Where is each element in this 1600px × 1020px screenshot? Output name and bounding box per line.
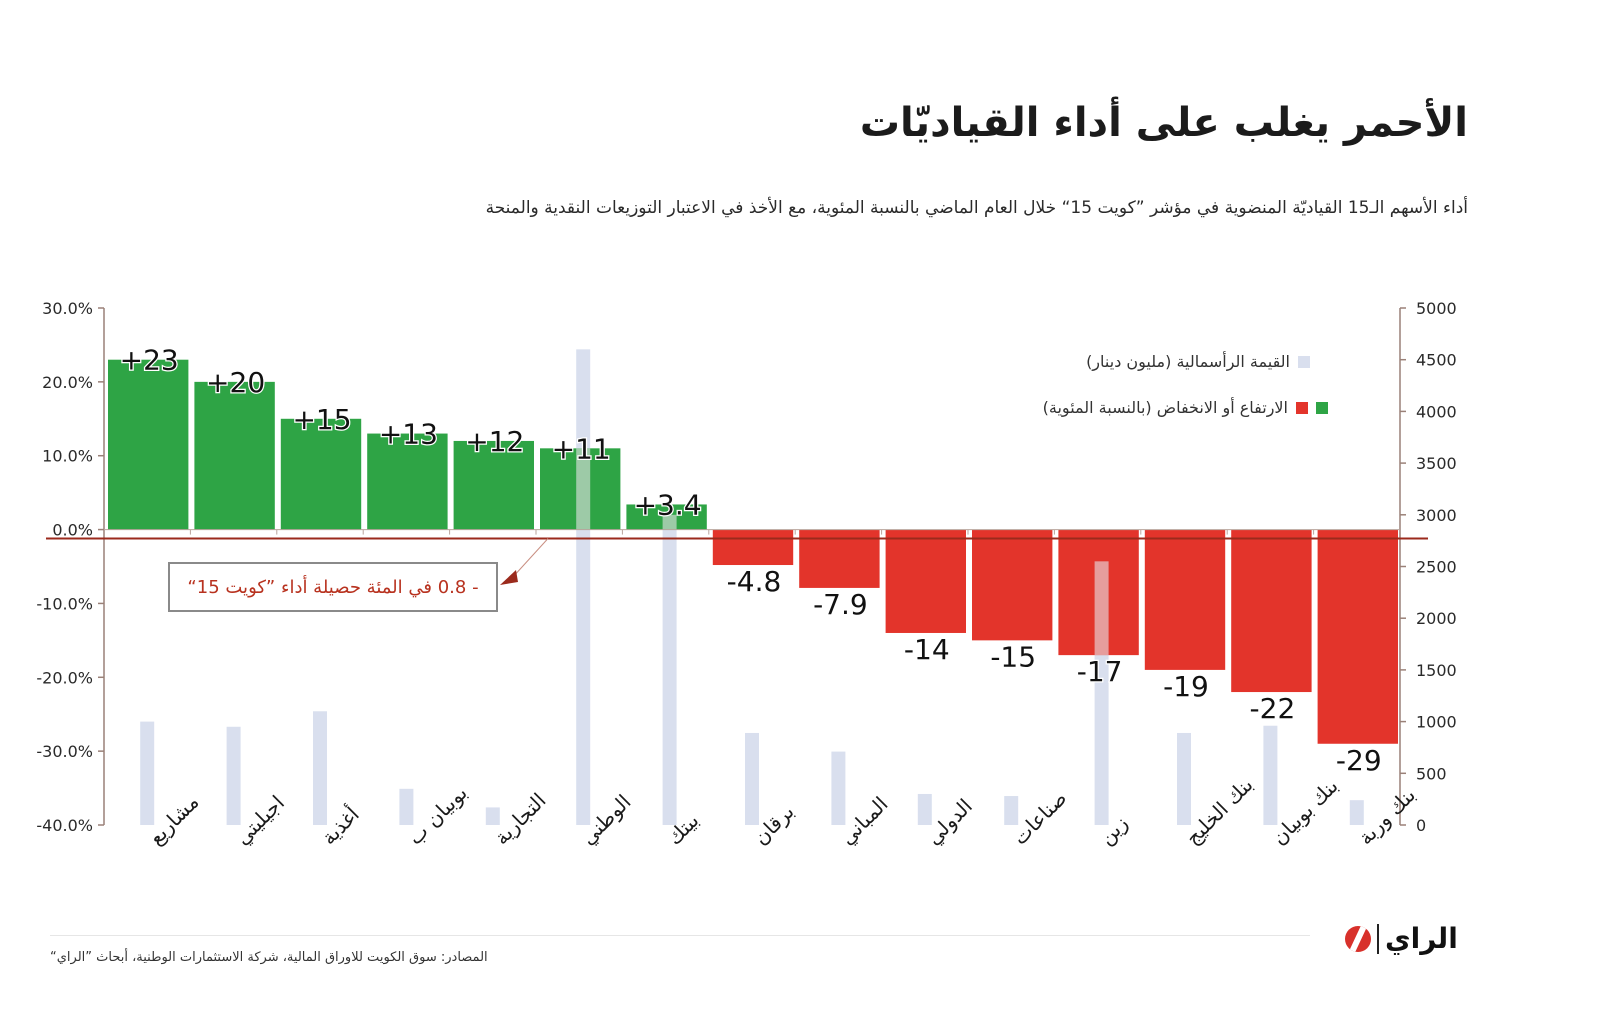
logo-text: الراي <box>1385 922 1458 955</box>
data-label: +12 <box>465 425 524 458</box>
left-axis-tick-label: -30.0% <box>36 742 93 761</box>
capital-bar <box>576 349 591 825</box>
capital-bar <box>140 721 155 825</box>
data-label: -17 <box>1077 655 1123 688</box>
positive-bar <box>108 359 189 530</box>
data-label: +23 <box>120 344 179 377</box>
left-axis-tick-label: -10.0% <box>36 594 93 613</box>
category-label: بنك بوبيان <box>1267 774 1343 850</box>
footer-divider <box>50 935 1310 936</box>
left-axis-tick-label: -40.0% <box>36 816 93 835</box>
right-axis-tick-label: 3500 <box>1416 454 1457 473</box>
data-label: +11 <box>552 432 611 465</box>
left-axis-tick-label: 30.0% <box>42 299 93 318</box>
data-label: -22 <box>1250 692 1296 725</box>
right-axis-tick-label: 4500 <box>1416 351 1457 370</box>
right-axis-tick-label: 0 <box>1416 816 1426 835</box>
category-labels: مشاريع اجيليتي أغذية بوبيان ب التجارية الوطني… <box>144 772 1420 850</box>
data-labels: +23 +20 +15 +13 +12 +11 +3.4 -4.8 -7.9 -14 -15 -17 -… <box>118 342 1383 778</box>
capital-swatch-icon <box>1298 355 1310 368</box>
data-label: -14 <box>904 633 950 666</box>
right-axis-tick-label: 2000 <box>1416 609 1457 628</box>
data-label: +13 <box>379 418 438 451</box>
data-label: +15 <box>292 403 351 436</box>
callout-text: - 0.8 في المئة حصيلة أداء ”كويت 15“ <box>187 576 479 598</box>
left-axis-tick-label: -20.0% <box>36 668 93 687</box>
chart-subtitle: أداء الأسهم الـ15 القياديّة المنضوية في … <box>485 198 1468 218</box>
category-label: بنك الخليج <box>1181 772 1258 849</box>
left-axis-tick-label: 20.0% <box>42 373 93 392</box>
logo-divider <box>1377 923 1379 954</box>
data-label: +20 <box>206 366 265 399</box>
capital-bar <box>1177 732 1191 825</box>
data-label: -29 <box>1336 744 1382 777</box>
positive-bar <box>367 433 448 530</box>
positive-bar <box>453 440 534 530</box>
capital-bar <box>745 732 759 825</box>
index-performance-callout: - 0.8 في المئة حصيلة أداء ”كويت 15“ <box>168 562 498 612</box>
callout-leader-line <box>511 538 549 579</box>
capital-bar <box>399 788 414 825</box>
alrai-logo: الراي <box>1345 922 1458 955</box>
data-label: -7.9 <box>813 588 868 621</box>
left-axis-tick-label: 0.0% <box>52 521 93 540</box>
negative-swatch-icon <box>1296 401 1308 414</box>
right-axis-tick-label: 2500 <box>1416 558 1457 577</box>
capital-bar <box>917 793 932 825</box>
capital-bar <box>485 807 500 825</box>
legend-change-label: الارتفاع أو الانخفاض (بالنسبة المئوية) <box>1042 398 1288 417</box>
chart-title: الأحمر يغلب على أداء القياديّات <box>859 100 1468 146</box>
callout-arrow-icon <box>500 570 518 585</box>
right-axis-tick-label: 3000 <box>1416 506 1457 525</box>
capital-bar-overlap <box>662 514 677 530</box>
data-label: -4.8 <box>727 565 782 598</box>
capital-bar <box>313 711 327 825</box>
negative-bar <box>972 529 1053 641</box>
capital-bar <box>831 751 846 825</box>
capital-bar <box>226 726 241 825</box>
data-label: -15 <box>990 640 1036 673</box>
negative-bar <box>712 529 794 566</box>
capital-bar <box>1349 800 1364 825</box>
legend-capital: القيمة الرأسمالية (مليون دينار) <box>1086 352 1310 371</box>
data-label: +3.4 <box>634 488 702 521</box>
logo-mark-icon <box>1345 925 1371 952</box>
source-note: المصادر: سوق الكويت للاوراق المالية، شرك… <box>50 950 488 965</box>
right-axis-tick-label: 1500 <box>1416 661 1457 680</box>
negative-bar <box>1231 529 1312 693</box>
positive-bar <box>280 418 362 530</box>
positive-swatch-icon <box>1316 401 1328 414</box>
right-axis-tick-label: 4000 <box>1416 402 1457 421</box>
axes: 30.0% 20.0% 10.0% 0.0% -10.0% -20.0% -30.0% -40… <box>36 299 1456 835</box>
legend-change: الارتفاع أو الانخفاض (بالنسبة المئوية) <box>1043 398 1328 417</box>
right-axis-tick-label: 5000 <box>1416 299 1457 318</box>
left-axis-tick-label: 10.0% <box>42 447 93 466</box>
negative-bar <box>1317 529 1398 744</box>
capital-bar-overlap <box>576 448 591 530</box>
negative-bar <box>1144 529 1226 670</box>
change-bars <box>108 359 1398 744</box>
legend-capital-label: القيمة الرأسمالية (مليون دينار) <box>1086 352 1290 371</box>
capital-bar <box>1263 725 1278 825</box>
capital-bar <box>662 514 677 825</box>
data-label: -19 <box>1163 670 1209 703</box>
positive-bar <box>194 381 275 530</box>
right-axis-tick-label: 1000 <box>1416 713 1457 732</box>
capital-bar-overlap <box>1094 561 1109 656</box>
negative-bar <box>885 529 966 633</box>
capital-bar <box>1004 796 1019 825</box>
right-axis-tick-label: 500 <box>1416 764 1447 783</box>
